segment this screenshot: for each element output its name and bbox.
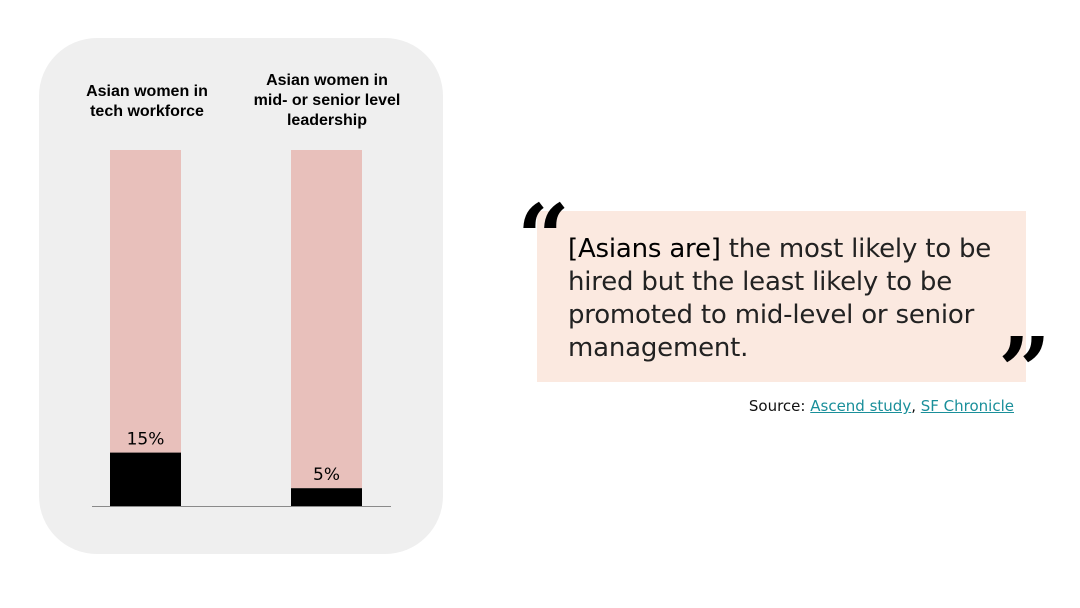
- source-line: Source: Ascend study, SF Chronicle: [749, 397, 1014, 415]
- source-link-ascend[interactable]: Ascend study: [810, 397, 912, 415]
- category-label-tech-workforce: Asian women in tech workforce: [86, 83, 208, 120]
- close-quote-mark: ”: [998, 317, 1051, 425]
- quote-emphasis: [Asians are]: [568, 234, 721, 264]
- open-quote-mark: “: [517, 184, 570, 292]
- data-label-0: 15%: [127, 430, 165, 450]
- source-label: Source:: [748, 397, 806, 415]
- data-label-1: 5%: [313, 465, 340, 485]
- quote-box: [537, 211, 1026, 382]
- bar-value-1: [291, 488, 362, 506]
- source-link-sf-chronicle[interactable]: SF Chronicle: [920, 397, 1014, 415]
- quote-body: the most likely to be hired but the leas…: [568, 234, 992, 363]
- source-separator: ,: [911, 397, 916, 415]
- bar-remainder-1: [291, 150, 362, 489]
- category-label-leadership: Asian women in mid- or senior level lead…: [253, 72, 401, 129]
- chart-panel: [39, 38, 443, 554]
- quote-text: [Asians are] the most likely to be hired…: [568, 233, 1008, 365]
- bar-remainder-0: [110, 150, 181, 453]
- bar-value-0: [110, 452, 181, 506]
